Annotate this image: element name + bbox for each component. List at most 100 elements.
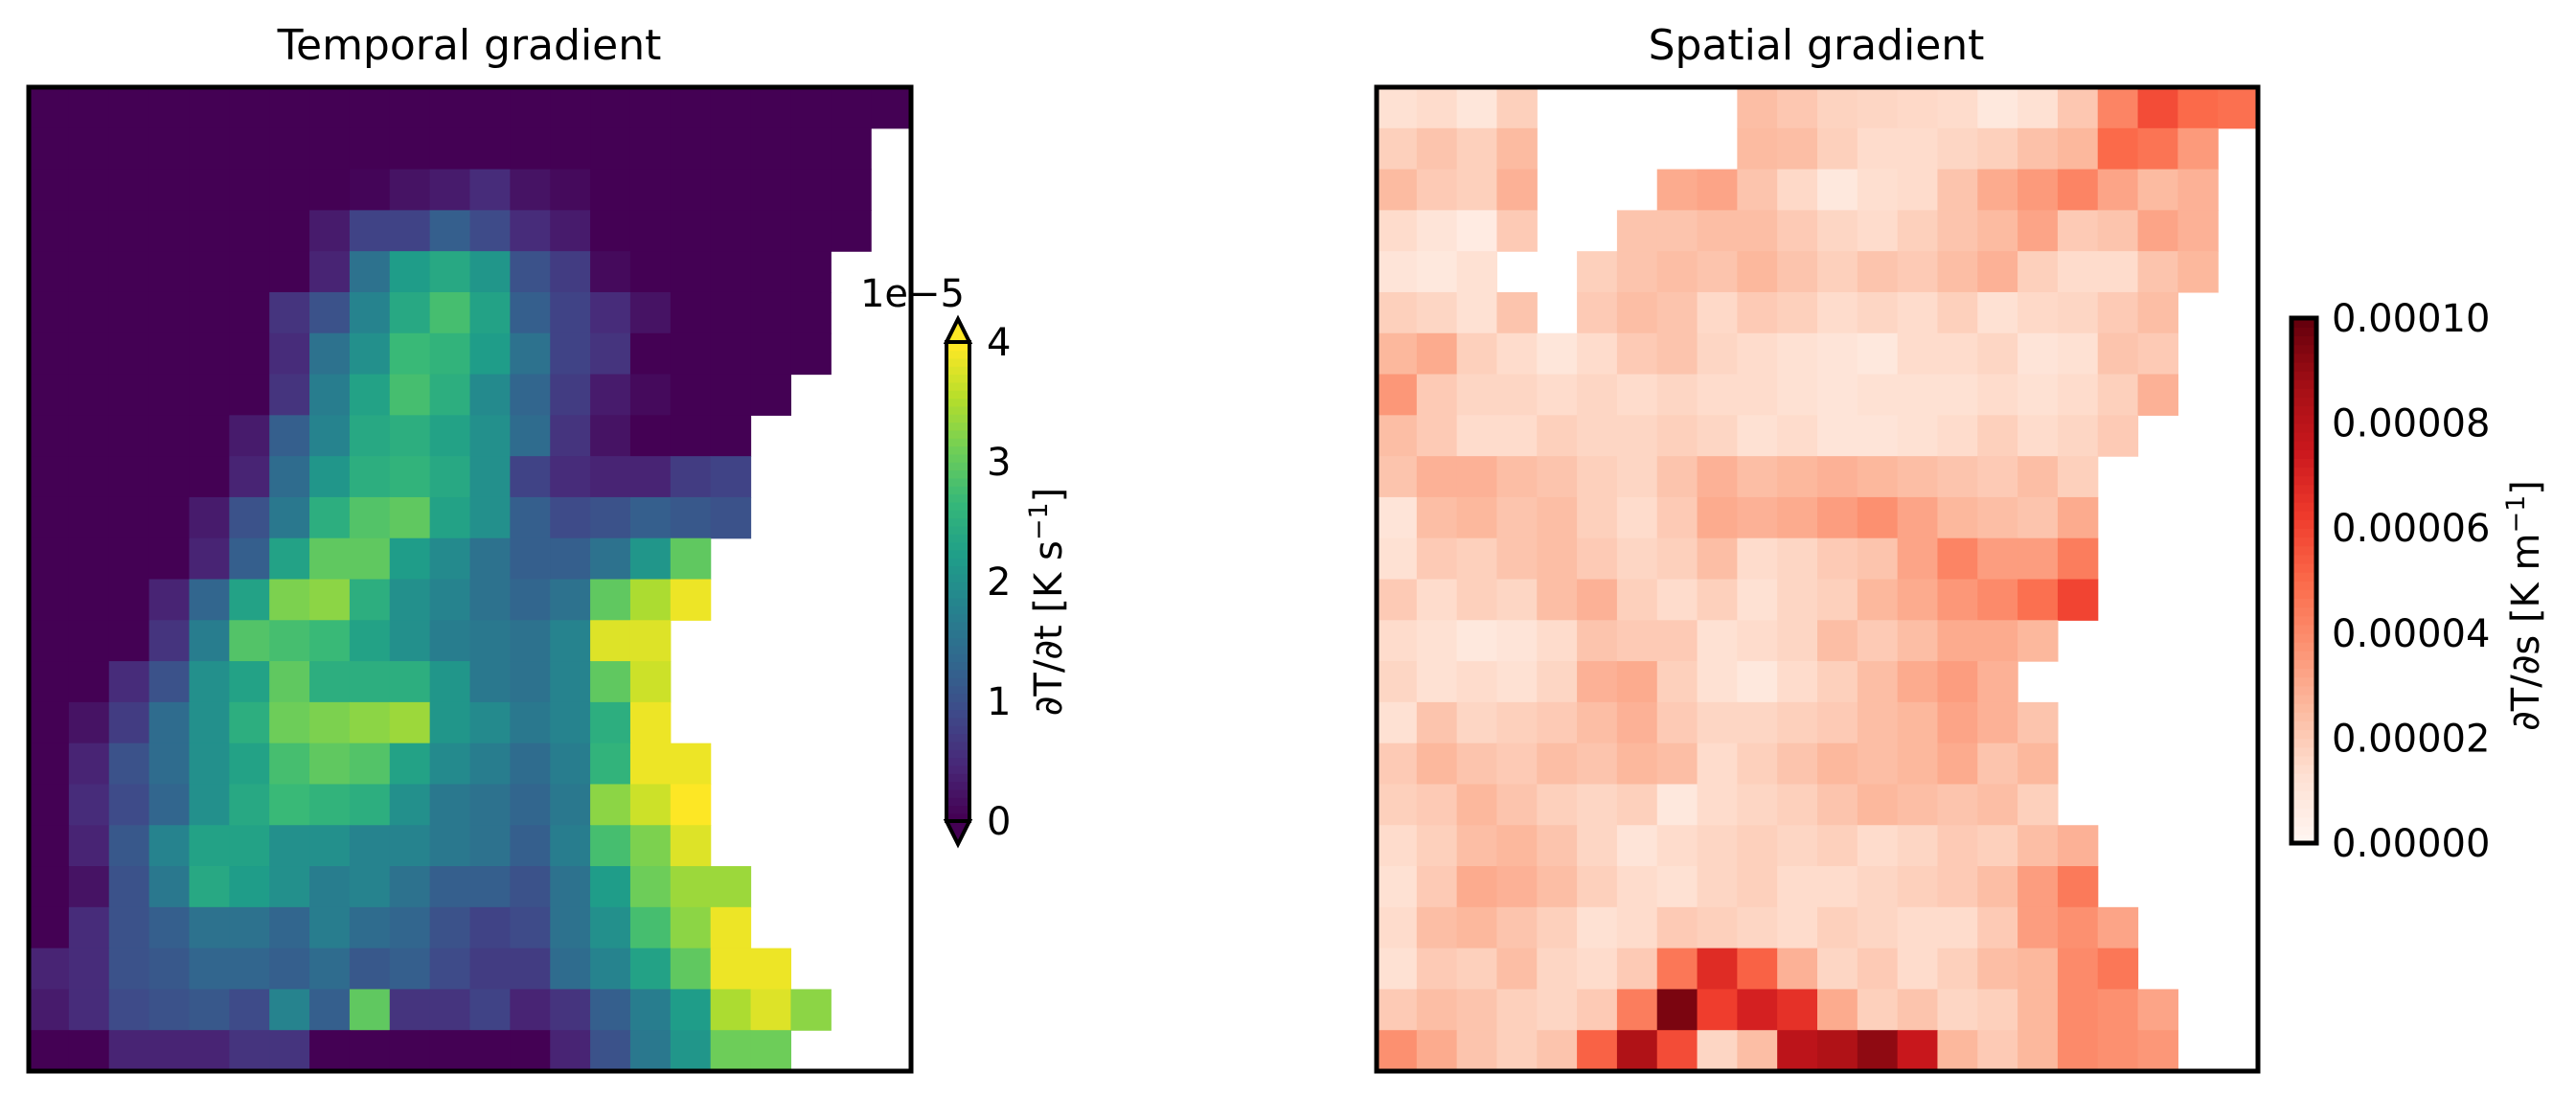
spatial-heatmap-cell	[1937, 374, 1978, 416]
spatial-colorbar-segment	[2291, 388, 2316, 398]
temporal-colorbar-segment	[946, 366, 969, 376]
temporal-colorbar-segment	[946, 469, 969, 479]
temporal-heatmap-cell	[309, 948, 351, 991]
temporal-heatmap-cell	[108, 415, 150, 457]
temporal-heatmap-cell	[670, 825, 712, 867]
temporal-heatmap-cell	[750, 210, 792, 252]
temporal-colorbar-segment	[946, 606, 969, 615]
spatial-heatmap-cell	[1416, 251, 1458, 293]
spatial-colorbar-segment	[2291, 397, 2316, 407]
temporal-heatmap-cell	[429, 1030, 471, 1072]
spatial-heatmap-cell	[2017, 989, 2059, 1031]
temporal-heatmap-cell	[349, 620, 391, 662]
temporal-colorbar-segment	[946, 741, 969, 750]
temporal-heatmap-cell	[469, 415, 511, 457]
spatial-heatmap-cell	[1616, 989, 1658, 1031]
spatial-heatmap-cell	[1897, 87, 1939, 129]
spatial-heatmap-cell	[2057, 374, 2099, 416]
spatial-heatmap-cell	[1616, 210, 1658, 252]
temporal-heatmap-cell	[429, 906, 471, 949]
temporal-heatmap-cell	[550, 415, 591, 457]
temporal-heatmap-cell	[429, 251, 471, 293]
temporal-heatmap-cell	[148, 127, 191, 171]
temporal-heatmap-cell	[510, 825, 551, 867]
temporal-heatmap-cell	[550, 701, 591, 744]
temporal-heatmap-cell	[189, 825, 230, 867]
temporal-colorbar-segment	[946, 773, 969, 783]
spatial-heatmap-cell	[1537, 866, 1578, 908]
temporal-heatmap-cell	[29, 456, 70, 498]
temporal-heatmap-cell	[68, 332, 110, 376]
spatial-colorbar-segment	[2291, 581, 2316, 590]
spatial-heatmap-cell	[1897, 579, 1939, 621]
spatial-heatmap-cell	[1977, 906, 2018, 949]
temporal-heatmap-cell	[590, 496, 631, 539]
temporal-heatmap-cell	[590, 127, 631, 171]
temporal-heatmap-cell	[229, 496, 270, 539]
spatial-heatmap-cell	[1537, 948, 1578, 991]
temporal-heatmap-cell	[550, 579, 591, 621]
spatial-heatmap-cell	[1857, 456, 1899, 498]
temporal-heatmap-cell	[229, 661, 270, 703]
temporal-heatmap-cell	[710, 251, 752, 293]
temporal-heatmap-cell	[629, 989, 672, 1031]
spatial-colorbar-segment	[2291, 720, 2316, 731]
spatial-heatmap-cell	[1977, 291, 2018, 334]
temporal-heatmap-cell	[349, 906, 391, 949]
spatial-heatmap-cell	[1777, 537, 1818, 581]
spatial-heatmap-cell	[1977, 456, 2018, 498]
spatial-heatmap-cell	[1616, 537, 1658, 581]
temporal-colorbar-segment	[946, 677, 969, 687]
temporal-heatmap-cell	[68, 989, 110, 1031]
temporal-heatmap-cell	[309, 743, 351, 786]
temporal-heatmap-cell	[469, 374, 511, 416]
temporal-heatmap-cell	[389, 87, 431, 129]
spatial-heatmap-cell	[2057, 496, 2099, 539]
spatial-heatmap-cell	[1737, 989, 1778, 1031]
temporal-heatmap-cell	[469, 579, 511, 621]
spatial-heatmap-cell	[2057, 948, 2099, 991]
spatial-heatmap-cell	[2097, 948, 2139, 991]
temporal-heatmap-cell	[670, 1030, 712, 1072]
temporal-heatmap-cell	[269, 1030, 310, 1072]
temporal-heatmap-cell	[269, 784, 310, 826]
temporal-heatmap-cell	[269, 989, 310, 1031]
temporal-colorbar-segment	[946, 558, 969, 567]
spatial-colorbar: 0.00000 0.00002 0.00004 0.00006 0.00008 0.000…	[2289, 297, 2490, 866]
spatial-colorbar-segment	[2291, 641, 2316, 651]
spatial-heatmap-cell	[1416, 496, 1458, 539]
temporal-heatmap-cell	[790, 87, 832, 129]
temporal-heatmap-cell	[510, 537, 551, 581]
spatial-heatmap-cell	[2057, 537, 2099, 581]
temporal-heatmap-cell	[148, 169, 191, 211]
spatial-heatmap-cell	[1616, 661, 1658, 703]
temporal-heatmap-cell	[349, 415, 391, 457]
temporal-heatmap-cell	[68, 251, 110, 293]
spatial-heatmap-cell	[1616, 456, 1658, 498]
temporal-heatmap-cell	[510, 989, 551, 1031]
spatial-heatmap-cell	[1577, 1030, 1618, 1072]
temporal-heatmap-cell	[629, 415, 672, 457]
spatial-colorbar-segment	[2291, 685, 2316, 696]
temporal-heatmap-cell	[108, 989, 150, 1031]
temporal-heatmap-cell	[108, 332, 150, 376]
temporal-heatmap-cell	[710, 989, 752, 1031]
spatial-heatmap-cell	[2097, 989, 2139, 1031]
temporal-heatmap-cell	[148, 866, 191, 908]
spatial-heatmap-cell	[1737, 496, 1778, 539]
spatial-heatmap-cell	[1977, 87, 2018, 129]
temporal-heatmap-cell	[269, 374, 310, 416]
spatial-heatmap-cell	[1416, 701, 1458, 744]
temporal-heatmap-cell	[469, 620, 511, 662]
spatial-heatmap-cell	[1616, 374, 1658, 416]
spatial-heatmap-cell	[1656, 537, 1698, 581]
spatial-heatmap-cell	[1416, 661, 1458, 703]
spatial-heatmap-cell	[1577, 989, 1618, 1031]
spatial-heatmap-cell	[1456, 374, 1498, 416]
spatial-heatmap-cell	[1616, 332, 1658, 376]
temporal-heatmap-cell	[429, 291, 471, 334]
spatial-heatmap-cell	[1937, 291, 1978, 334]
temporal-heatmap-cell	[229, 127, 270, 171]
spatial-heatmap-cell	[1577, 415, 1618, 457]
temporal-heatmap-cell	[710, 948, 752, 991]
